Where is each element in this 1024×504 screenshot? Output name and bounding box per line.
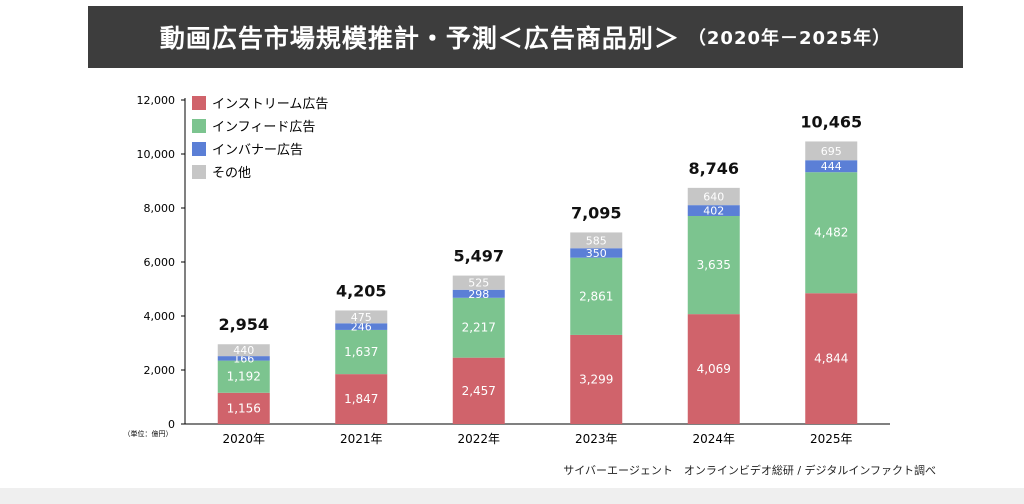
data-label: 298 bbox=[468, 288, 489, 301]
data-label: 246 bbox=[351, 321, 372, 334]
unit-note: （単位：億円） bbox=[124, 429, 173, 438]
bar-segment bbox=[570, 257, 623, 335]
data-label: 402 bbox=[703, 205, 724, 218]
legend-swatch bbox=[192, 165, 206, 179]
bar-segment bbox=[217, 360, 270, 393]
data-label: 1,192 bbox=[227, 370, 261, 384]
x-tick-label: 2023年 bbox=[575, 432, 618, 446]
bar-segment bbox=[217, 356, 270, 361]
y-tick-label: 12,000 bbox=[137, 94, 176, 107]
bar-segment bbox=[452, 275, 505, 290]
data-label: 2,217 bbox=[462, 321, 496, 335]
data-label: 440 bbox=[233, 344, 254, 357]
legend-label: インバナー広告 bbox=[212, 143, 303, 158]
data-label: 4,482 bbox=[814, 226, 848, 240]
legend-label: インストリーム広告 bbox=[212, 97, 328, 112]
legend-swatch bbox=[192, 96, 206, 110]
data-label: 1,156 bbox=[227, 401, 261, 415]
total-label: 8,746 bbox=[688, 159, 739, 178]
bar-segment bbox=[687, 187, 740, 206]
bar-segment bbox=[452, 357, 505, 424]
legend-label: インフィード広告 bbox=[212, 120, 315, 135]
data-label: 4,069 bbox=[697, 362, 731, 376]
bar-segment bbox=[805, 160, 858, 173]
data-label: 1,637 bbox=[344, 345, 378, 359]
bar-segment bbox=[335, 310, 388, 324]
data-label: 640 bbox=[703, 190, 724, 203]
chart-title-bar: 動画広告市場規模推計・予測＜広告商品別＞ （2020年－2025年） bbox=[88, 6, 963, 68]
x-tick-label: 2020年 bbox=[222, 432, 265, 446]
x-tick-label: 2021年 bbox=[340, 432, 383, 446]
data-label: 1,847 bbox=[344, 392, 378, 406]
data-label: 3,299 bbox=[579, 372, 613, 386]
y-tick-label: 8,000 bbox=[144, 202, 176, 215]
bar-segment bbox=[452, 297, 505, 358]
bar-segment bbox=[687, 314, 740, 424]
y-tick-label: 2,000 bbox=[144, 364, 176, 377]
x-tick-label: 2022年 bbox=[457, 432, 500, 446]
bar-segment bbox=[805, 293, 858, 424]
data-label: 4,844 bbox=[814, 352, 848, 366]
source-note: サイバーエージェント オンラインビデオ総研 / デジタルインファクト調べ bbox=[563, 464, 936, 477]
bar-segment bbox=[570, 248, 623, 258]
legend-label: その他 bbox=[212, 166, 251, 181]
y-tick-label: 6,000 bbox=[144, 256, 176, 269]
y-tick-label: 10,000 bbox=[137, 148, 176, 161]
data-label: 444 bbox=[821, 160, 842, 173]
bar-segment bbox=[217, 344, 270, 357]
bar-segment bbox=[570, 232, 623, 249]
bar-segment bbox=[335, 329, 388, 375]
bar-segment bbox=[687, 215, 740, 315]
data-label: 2,457 bbox=[462, 384, 496, 398]
x-tick-label: 2025年 bbox=[810, 432, 853, 446]
x-tick-label: 2024年 bbox=[692, 432, 735, 446]
data-label: 475 bbox=[351, 311, 372, 324]
total-label: 2,954 bbox=[218, 315, 269, 334]
bar-segment bbox=[805, 172, 858, 294]
data-label: 585 bbox=[586, 234, 607, 247]
bar-segment bbox=[452, 289, 505, 298]
y-tick-label: 4,000 bbox=[144, 310, 176, 323]
total-label: 4,205 bbox=[336, 281, 387, 300]
chart-title-period: （2020年－2025年） bbox=[687, 28, 892, 49]
legend-swatch bbox=[192, 119, 206, 133]
data-label: 3,635 bbox=[697, 258, 731, 272]
bar-segment bbox=[335, 323, 388, 330]
data-label: 2,861 bbox=[579, 289, 613, 303]
legend-swatch bbox=[192, 142, 206, 156]
bar-segment bbox=[335, 374, 388, 424]
chart-title: 動画広告市場規模推計・予測＜広告商品別＞ bbox=[159, 24, 680, 53]
data-label: 695 bbox=[821, 145, 842, 158]
bar-segment bbox=[570, 334, 623, 424]
total-label: 10,465 bbox=[800, 112, 862, 131]
total-label: 5,497 bbox=[453, 247, 504, 266]
bar-segment bbox=[687, 205, 740, 216]
y-tick-label: 0 bbox=[168, 418, 175, 431]
total-label: 7,095 bbox=[571, 203, 622, 222]
bottom-strip bbox=[0, 488, 1024, 504]
bar-segment bbox=[805, 141, 858, 161]
bar-segment bbox=[217, 392, 270, 424]
data-label: 350 bbox=[586, 247, 607, 260]
data-label: 525 bbox=[468, 277, 489, 290]
